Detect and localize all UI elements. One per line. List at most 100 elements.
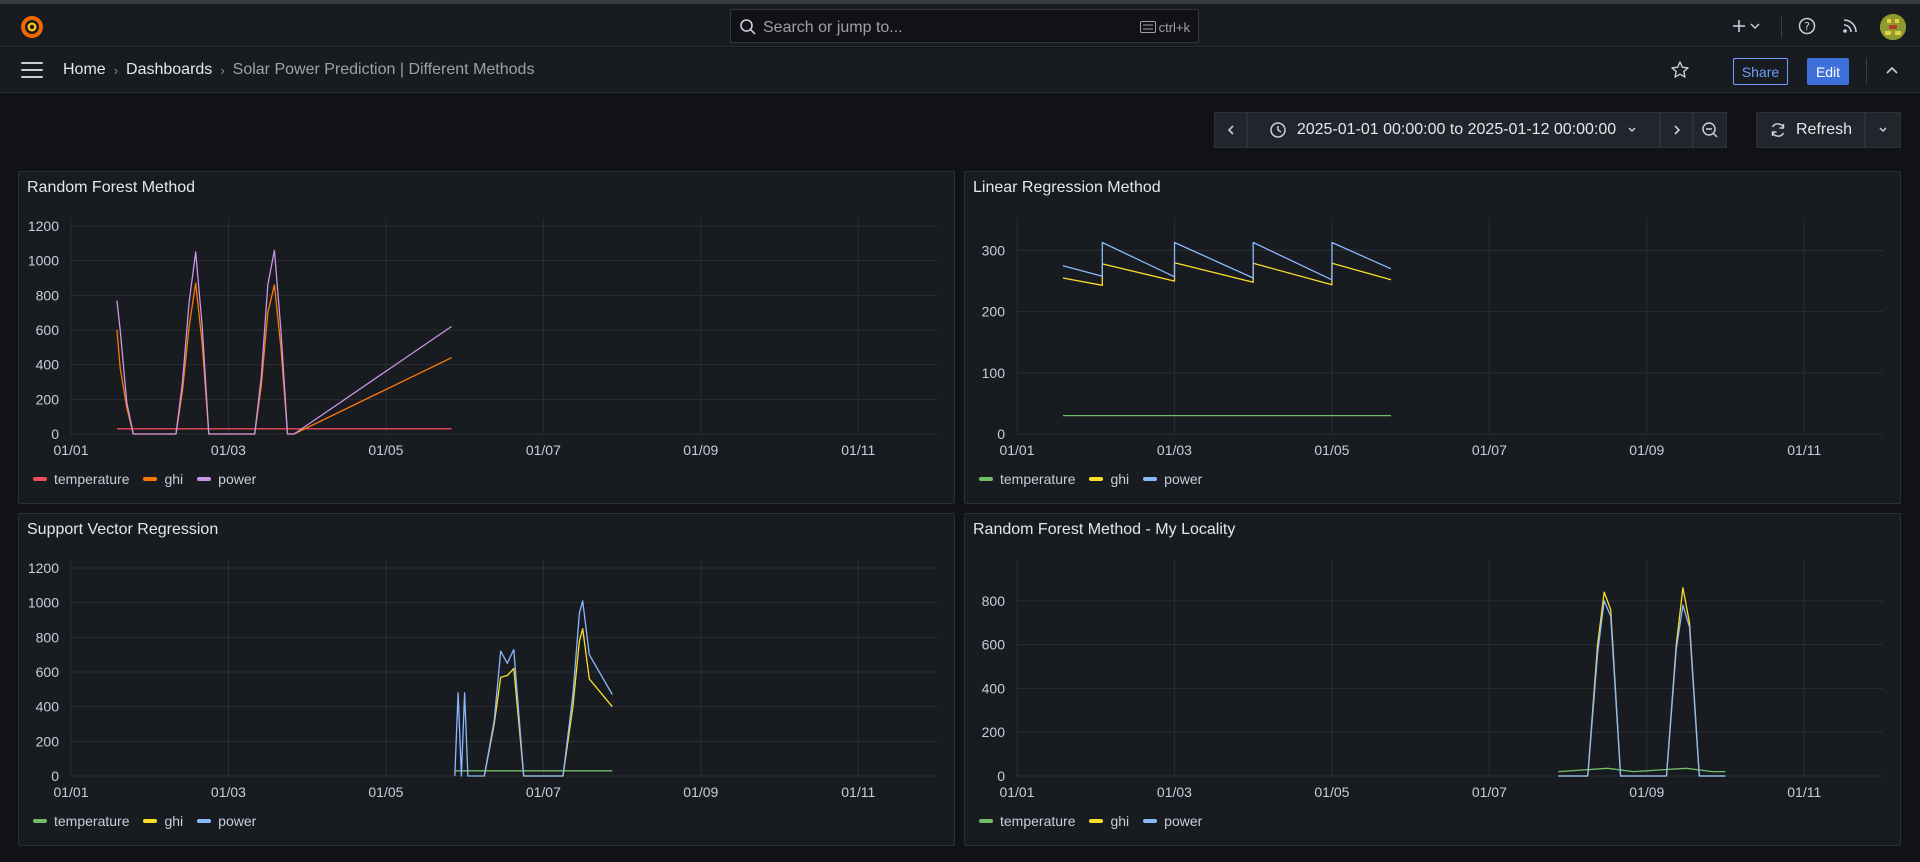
y-tick-label: 200 (982, 304, 1006, 320)
y-tick-label: 1000 (28, 253, 59, 269)
legend-item[interactable]: ghi (1089, 813, 1129, 829)
series-line-power (1062, 241, 1392, 281)
panel-random-forest[interactable]: Random Forest Method 0 200 400 600 800 1000 12… (18, 171, 955, 504)
x-tick-label: 01/05 (368, 442, 403, 458)
legend-item[interactable]: power (1143, 471, 1202, 487)
breadcrumb-dashboards[interactable]: Dashboards (126, 61, 213, 78)
legend-item[interactable]: temperature (33, 813, 129, 829)
time-range-text: 2025-01-01 00:00:00 to 2025-01-12 00:00:… (1296, 121, 1617, 138)
user-avatar[interactable] (1880, 14, 1906, 40)
x-tick-label: 01/03 (211, 442, 246, 458)
top-bar: Search or jump to... ctrl+k ? (0, 4, 1920, 47)
x-tick-label: 01/01 (999, 784, 1034, 800)
x-tick-label: 01/09 (683, 442, 718, 458)
svg-text:?: ? (1804, 20, 1810, 33)
legend-item[interactable]: ghi (143, 813, 183, 829)
series-line-power (1558, 600, 1726, 777)
chart-legend: temperature ghi power (33, 813, 256, 829)
legend-item[interactable]: ghi (1089, 471, 1129, 487)
x-tick-label: 01/07 (526, 442, 561, 458)
legend-swatch (143, 819, 158, 823)
legend-label: temperature (1000, 471, 1076, 487)
panel-linear-regression[interactable]: Linear Regression Method 0 100 200 300 01/01… (964, 171, 1901, 504)
x-tick-label: 01/05 (1314, 784, 1349, 800)
legend-item[interactable]: power (1143, 813, 1202, 829)
search-bar[interactable]: Search or jump to... ctrl+k (730, 9, 1199, 43)
y-tick-label: 0 (997, 426, 1005, 442)
y-tick-label: 1000 (28, 595, 59, 611)
legend-item[interactable]: temperature (33, 471, 129, 487)
clock-icon (1270, 122, 1286, 138)
series-line-ghi (1558, 587, 1726, 777)
window-top-border (0, 0, 1920, 4)
legend-swatch (979, 477, 993, 481)
panel-title: Random Forest Method - My Locality (973, 521, 1236, 538)
refresh-controls: Refresh (1756, 112, 1901, 148)
share-button[interactable]: Share (1733, 58, 1788, 85)
legend-swatch (197, 477, 212, 481)
series-line-power (454, 600, 613, 777)
legend-label: ghi (164, 471, 184, 487)
time-range-forward-button[interactable] (1660, 112, 1693, 148)
legend-item[interactable]: temperature (979, 813, 1075, 829)
legend-swatch (1089, 477, 1104, 481)
grafana-logo-icon[interactable] (19, 14, 45, 40)
edit-button[interactable]: Edit (1807, 58, 1849, 85)
breadcrumb-current-dashboard: Solar Power Prediction | Different Metho… (232, 61, 535, 78)
refresh-button[interactable]: Refresh (1756, 112, 1865, 148)
news-rss-icon[interactable] (1840, 16, 1860, 36)
keyboard-icon (1140, 21, 1156, 33)
legend-swatch (1089, 819, 1104, 823)
time-range-back-button[interactable] (1214, 112, 1247, 148)
legend-label: ghi (1110, 813, 1130, 829)
chart-legend: temperature ghi power (979, 471, 1202, 487)
x-tick-label: 01/05 (1314, 442, 1349, 458)
x-tick-label: 01/11 (1787, 784, 1821, 800)
time-range-controls: 2025-01-01 00:00:00 to 2025-01-12 00:00:… (1214, 112, 1727, 148)
panel-support-vector-regression[interactable]: Support Vector Regression 0 200 400 600 800 1… (18, 513, 955, 846)
series-line-power (116, 249, 452, 435)
legend-item[interactable]: ghi (143, 471, 183, 487)
y-tick-label: 100 (982, 365, 1006, 381)
y-tick-label: 1200 (28, 560, 59, 576)
menu-icon[interactable] (21, 62, 43, 79)
panel-random-forest-my-locality[interactable]: Random Forest Method - My Locality 0 200 4… (964, 513, 1901, 846)
x-tick-label: 01/09 (1629, 442, 1664, 458)
x-tick-label: 01/01 (999, 442, 1034, 458)
legend-swatch (1143, 819, 1158, 823)
legend-label: ghi (1110, 471, 1130, 487)
x-tick-label: 01/01 (53, 784, 88, 800)
legend-label: temperature (1000, 813, 1076, 829)
help-icon[interactable]: ? (1797, 16, 1817, 36)
x-tick-label: 01/07 (526, 784, 561, 800)
chevron-left-icon (1227, 125, 1234, 135)
y-tick-label: 1200 (28, 218, 59, 234)
legend-item[interactable]: power (197, 471, 256, 487)
search-placeholder: Search or jump to... (763, 19, 903, 36)
breadcrumb-home[interactable]: Home (63, 61, 106, 78)
y-tick-label: 200 (982, 724, 1006, 740)
x-tick-label: 01/09 (1629, 784, 1664, 800)
legend-item[interactable]: power (197, 813, 256, 829)
time-range-picker[interactable]: 2025-01-01 00:00:00 to 2025-01-12 00:00:… (1247, 112, 1660, 148)
y-tick-label: 0 (51, 768, 59, 784)
x-tick-label: 01/11 (841, 442, 875, 458)
x-tick-label: 01/09 (683, 784, 718, 800)
y-tick-label: 0 (51, 426, 59, 442)
chart-legend: temperature ghi power (33, 471, 256, 487)
y-tick-label: 600 (36, 664, 60, 680)
add-new-icon[interactable] (1729, 16, 1749, 36)
chevron-up-icon[interactable] (1882, 61, 1902, 81)
x-tick-label: 01/03 (1157, 784, 1192, 800)
zoom-out-button[interactable] (1693, 112, 1727, 148)
refresh-interval-dropdown[interactable] (1865, 112, 1901, 148)
star-icon[interactable] (1670, 60, 1690, 80)
search-shortcut: ctrl+k (1158, 20, 1190, 35)
chevron-down-icon[interactable] (1748, 16, 1762, 36)
legend-swatch (143, 477, 158, 481)
chart-legend: temperature ghi power (979, 813, 1202, 829)
y-tick-label: 300 (982, 242, 1006, 258)
chevron-right-icon: › (220, 62, 225, 78)
y-tick-label: 0 (997, 768, 1005, 784)
legend-item[interactable]: temperature (979, 471, 1075, 487)
